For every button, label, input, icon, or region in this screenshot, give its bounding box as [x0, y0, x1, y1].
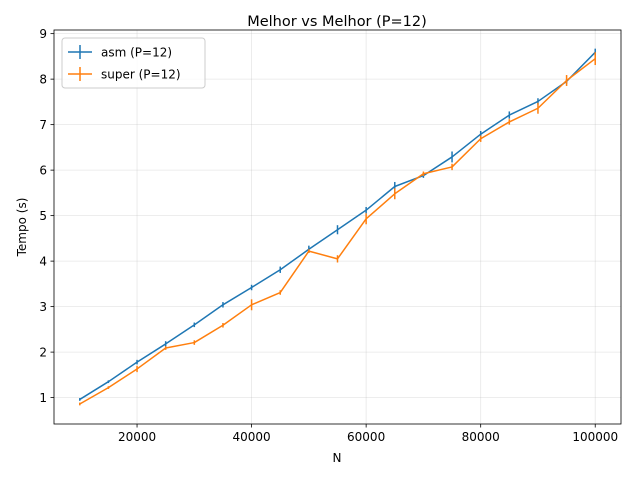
y-tick-label: 6 — [39, 164, 47, 178]
x-tick-label: 60000 — [347, 430, 385, 444]
series-2 — [79, 52, 596, 406]
y-tick-label: 7 — [39, 118, 47, 132]
legend-label: super (P=12) — [101, 68, 181, 82]
x-tick-label: 20000 — [118, 430, 156, 444]
y-tick-label: 9 — [39, 27, 47, 41]
x-axis-label: N — [333, 451, 342, 465]
axis-ticks: 20000 40000 60000 80000 100000 1 2 3 4 5 6 7 8 9 — [39, 27, 618, 444]
y-tick-label: 8 — [39, 73, 47, 87]
grid — [54, 30, 621, 424]
legend-item: asm (P=12) — [68, 45, 172, 60]
chart-title: Melhor vs Melhor (P=12) — [247, 14, 427, 30]
y-tick-label: 4 — [39, 255, 47, 269]
series-layer — [79, 48, 596, 406]
y-tick-label: 1 — [39, 391, 47, 405]
legend-item: super (P=12) — [68, 67, 181, 82]
y-tick-label: 5 — [39, 209, 47, 223]
legend: asm (P=12) super (P=12) — [61, 37, 206, 89]
y-tick-label: 2 — [39, 346, 47, 360]
legend-label: asm (P=12) — [101, 46, 172, 60]
x-tick-label: 80000 — [462, 430, 500, 444]
x-tick-label: 40000 — [232, 430, 270, 444]
legend-box — [61, 37, 206, 89]
y-tick-label: 3 — [39, 300, 47, 314]
x-tick-label: 100000 — [572, 430, 618, 444]
y-axis-label: Tempo (s) — [15, 198, 29, 258]
plot-frame — [53, 29, 622, 425]
